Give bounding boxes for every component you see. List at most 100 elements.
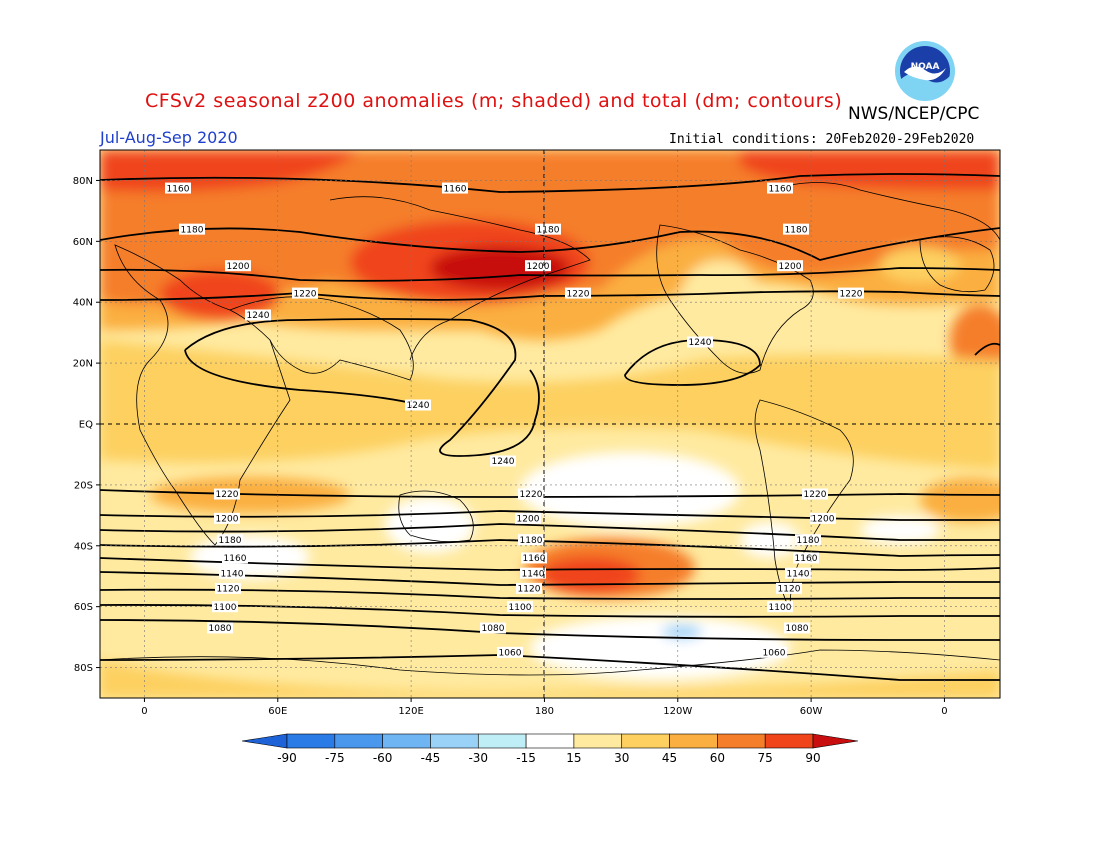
- initial-conditions-label: Initial conditions: 20Feb2020-29Feb2020: [669, 132, 975, 147]
- contour-label-bg: [497, 646, 523, 658]
- contour-label: 1200: [527, 262, 550, 272]
- contour-label-bg: [207, 622, 233, 634]
- contour-label-bg: [535, 223, 561, 235]
- agency-label: NWS/NCEP/CPC: [848, 104, 980, 124]
- colorbar-box: [621, 733, 670, 749]
- contour-label: 1220: [216, 490, 239, 500]
- contour-label: 1240: [492, 457, 515, 467]
- lat-label: 40S: [74, 541, 93, 552]
- height-contours: [100, 173, 1000, 681]
- contour-label-bg: [565, 287, 591, 299]
- contour-label: 1200: [812, 515, 835, 525]
- contour-label-bg: [490, 455, 516, 467]
- colorbar-box: [525, 733, 575, 749]
- contour-label: 1160: [523, 554, 546, 564]
- contour-label: 1080: [786, 624, 809, 634]
- contour-label-bg: [785, 567, 811, 579]
- contour-label-bg: [521, 552, 547, 564]
- colorbar-tick-label: -45: [421, 751, 441, 765]
- contour-label: 1220: [294, 289, 317, 299]
- contour-label-bg: [761, 646, 787, 658]
- colorbar-box: [382, 733, 431, 749]
- contour-label-bg: [215, 582, 241, 594]
- contour-label-bg: [783, 223, 809, 235]
- contour-label-bg: [776, 582, 802, 594]
- colorbar-box: [334, 733, 383, 749]
- lat-label: 60S: [74, 602, 93, 613]
- contour-label-bg: [214, 512, 240, 524]
- contour-label: 1160: [795, 554, 818, 564]
- contour-label-bg: [518, 534, 544, 546]
- contour-label: 1180: [219, 536, 242, 546]
- lat-label: EQ: [79, 420, 93, 431]
- contour-label-bg: [777, 260, 803, 272]
- colorbar-tick-label: -60: [373, 751, 393, 765]
- contour-label: 1120: [518, 585, 541, 595]
- contour-label-bg: [810, 512, 836, 524]
- colorbar-tick-label: -15: [516, 751, 536, 765]
- contour-label: 1080: [209, 624, 232, 634]
- contour-label: 1100: [509, 603, 532, 613]
- contour-label: 1140: [787, 569, 810, 579]
- contour-label: 1120: [217, 585, 240, 595]
- contour-label-bg: [520, 567, 546, 579]
- colorbar-box: [430, 733, 479, 749]
- colorbar-tick-label: -75: [325, 751, 345, 765]
- colorbar-tick-label: 75: [758, 751, 773, 765]
- reference-lines: [100, 150, 1000, 698]
- contour-label-bg: [480, 622, 506, 634]
- colorbar-tick-label: 15: [566, 751, 581, 765]
- colorbar-high-arrow: [812, 733, 859, 749]
- contour-label: 1180: [785, 225, 808, 235]
- contour-label-bg: [225, 260, 251, 272]
- contour-label-bg: [802, 488, 828, 500]
- contour-label: 1200: [227, 262, 250, 272]
- contour-label: 1140: [221, 569, 244, 579]
- contour-label: 1240: [407, 401, 430, 411]
- contour-label-bg: [795, 534, 821, 546]
- contour-label-bg: [219, 567, 245, 579]
- lat-label: 80N: [73, 176, 93, 187]
- contour-label: 1060: [763, 649, 786, 659]
- contour-label: 1160: [769, 184, 792, 194]
- map-title: CFSv2 seasonal z200 anomalies (m; shaded…: [145, 90, 843, 112]
- longitude-labels: 0 60E 120E 180 120W 60W 0: [141, 698, 948, 717]
- contour-label-bg: [222, 552, 248, 564]
- contour-label: 1180: [537, 225, 560, 235]
- colorbar-box: [764, 733, 814, 749]
- colorbar-tick-label: 30: [614, 751, 629, 765]
- contour-label: 1160: [444, 184, 467, 194]
- contour-label-bg: [793, 552, 819, 564]
- colorbar-tick-label: -90: [277, 751, 297, 765]
- contour-label: 1220: [520, 490, 543, 500]
- colorbar-tick-label: -30: [468, 751, 488, 765]
- contour-label: 1220: [567, 289, 590, 299]
- lon-label: 0: [941, 706, 947, 717]
- colorbar-box: [286, 733, 336, 749]
- contour-label: 1240: [689, 338, 712, 348]
- contour-label: 1180: [797, 536, 820, 546]
- contour-label: 1100: [769, 603, 792, 613]
- contour-label-bg: [179, 223, 205, 235]
- contour-label-bg: [245, 309, 271, 321]
- lon-label: 180: [535, 706, 554, 717]
- colorbar-tick-label: 60: [710, 751, 725, 765]
- contour-label: 1220: [840, 289, 863, 299]
- colorbar-box: [717, 733, 766, 749]
- contour-label: 1180: [520, 536, 543, 546]
- contour-label: 1160: [224, 554, 247, 564]
- contour-label: 1180: [181, 225, 204, 235]
- contour-label-bg: [405, 399, 431, 411]
- colorbar-tick-label: 90: [805, 751, 820, 765]
- contour-label: 1100: [214, 603, 237, 613]
- lat-label: 20S: [74, 480, 93, 491]
- colorbar-box: [669, 733, 718, 749]
- colorbar-low-arrow: [241, 733, 288, 749]
- contour-label: 1240: [247, 311, 270, 321]
- noaa-logo-icon: NOAA: [895, 41, 955, 101]
- lon-label: 60E: [268, 706, 287, 717]
- contour-label-bg: [767, 182, 793, 194]
- contour-label: 1200: [216, 515, 239, 525]
- lon-label: 60W: [800, 706, 823, 717]
